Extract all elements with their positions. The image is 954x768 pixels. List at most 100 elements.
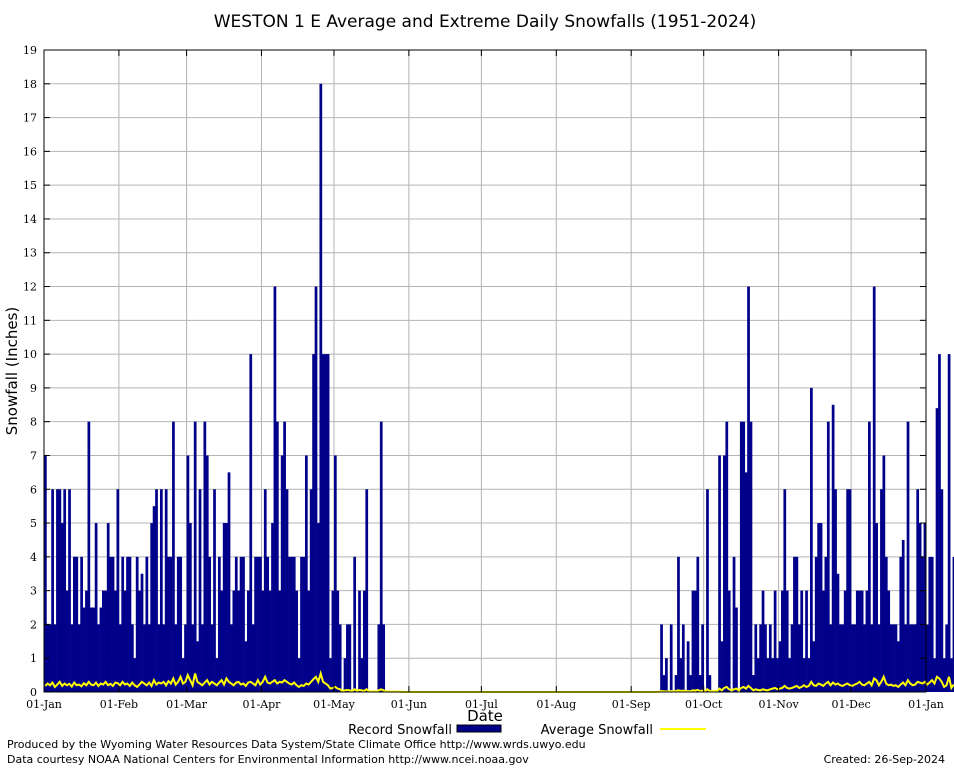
record-bar xyxy=(123,590,127,692)
y-tick-label: 6 xyxy=(30,483,37,496)
record-bar xyxy=(938,354,941,692)
x-tick-label: 01-Oct xyxy=(685,698,723,711)
record-bar xyxy=(275,421,279,692)
record-bar xyxy=(261,590,265,692)
record-bar xyxy=(870,624,874,692)
record-bar xyxy=(297,658,301,692)
record-bar xyxy=(329,658,332,692)
x-tick-label: 01-Mar xyxy=(166,698,208,711)
legend: Record Snowfall Average Snowfall xyxy=(348,723,706,738)
record-bar xyxy=(135,556,139,692)
record-bar xyxy=(186,455,190,692)
y-tick-label: 8 xyxy=(30,416,37,429)
record-bar xyxy=(53,624,57,692)
record-bar xyxy=(677,556,680,692)
x-tick-label: 01-Nov xyxy=(759,698,800,711)
x-axis-label: Date xyxy=(467,707,503,725)
record-bar xyxy=(858,590,862,692)
y-axis-label: Snowfall (Inches) xyxy=(3,307,21,435)
record-bar xyxy=(94,523,98,692)
x-axis-ticks: 01-Jan 01-Feb 01-Mar 01-Apr 01-May 01-Jun 01-J… xyxy=(26,50,944,711)
record-bar xyxy=(884,556,888,692)
record-bar xyxy=(147,624,151,692)
record-bar xyxy=(317,523,320,692)
record-bar xyxy=(708,675,712,692)
record-bar xyxy=(77,624,81,692)
record-bar xyxy=(747,286,750,692)
record-bar xyxy=(109,556,112,692)
record-bar xyxy=(331,590,335,692)
record-bar xyxy=(660,624,663,692)
y-tick-label: 17 xyxy=(23,112,37,125)
record-bar xyxy=(911,624,915,692)
record-bar xyxy=(184,624,187,692)
record-bar xyxy=(75,556,79,692)
record-bar xyxy=(887,590,891,692)
record-bar xyxy=(97,624,100,692)
record-bar xyxy=(899,556,903,692)
record-bar xyxy=(167,556,170,692)
x-tick-label: 01-Aug xyxy=(536,698,576,711)
record-bar xyxy=(217,556,221,692)
record-bar xyxy=(933,658,936,692)
y-tick-label: 7 xyxy=(30,449,37,462)
record-bar xyxy=(126,556,129,692)
record-bar xyxy=(826,421,830,692)
x-tick-label: 01-Jun xyxy=(391,698,427,711)
record-bar xyxy=(130,624,134,692)
record-bar xyxy=(222,523,226,692)
record-bar xyxy=(249,354,253,692)
record-bar xyxy=(106,523,110,692)
record-bar xyxy=(926,624,929,692)
record-bar xyxy=(952,556,954,692)
record-bar xyxy=(947,354,951,692)
record-bar xyxy=(817,523,820,692)
record-bar xyxy=(319,83,323,693)
record-bar xyxy=(155,489,158,692)
record-bar xyxy=(285,489,289,692)
record-bar xyxy=(169,556,173,692)
legend-record-swatch xyxy=(456,724,502,733)
record-bar xyxy=(176,556,180,692)
record-bar xyxy=(346,624,349,692)
record-bar xyxy=(875,523,878,692)
record-bar xyxy=(150,523,154,692)
record-bar xyxy=(880,489,883,692)
record-bar xyxy=(99,607,103,692)
record-bar xyxy=(314,286,318,692)
record-bar xyxy=(892,624,895,692)
record-bar xyxy=(689,675,692,692)
record-bar xyxy=(201,624,204,692)
record-bar xyxy=(783,489,787,692)
legend-record-label: Record Snowfall xyxy=(348,723,452,738)
record-bar xyxy=(906,421,910,692)
record-bar xyxy=(764,624,767,692)
record-bar xyxy=(60,523,64,692)
record-bar xyxy=(198,489,202,692)
record-bar xyxy=(227,472,231,692)
x-tick-label: 01-Feb xyxy=(100,698,138,711)
record-bar xyxy=(51,489,54,692)
y-tick-label: 15 xyxy=(23,179,37,192)
record-bar xyxy=(309,489,313,692)
footer-created-date: Created: 26-Sep-2024 xyxy=(824,753,945,766)
record-bar xyxy=(814,556,818,692)
record-bar xyxy=(754,624,758,692)
record-bar xyxy=(916,489,920,692)
record-bar xyxy=(191,624,195,692)
record-bar xyxy=(259,556,262,692)
record-bar xyxy=(321,354,325,692)
record-bar xyxy=(706,489,709,692)
record-bar xyxy=(836,573,840,692)
footer-credit-ncei: Data courtesy NOAA National Centers for … xyxy=(7,753,529,766)
record-bar xyxy=(172,421,175,692)
record-bar xyxy=(225,523,228,692)
record-bar xyxy=(133,658,137,692)
record-bar xyxy=(742,421,746,692)
record-bar xyxy=(48,624,52,692)
record-bar xyxy=(128,556,132,692)
record-bar xyxy=(913,624,917,692)
record-bar xyxy=(213,489,216,692)
record-bar xyxy=(788,658,791,692)
